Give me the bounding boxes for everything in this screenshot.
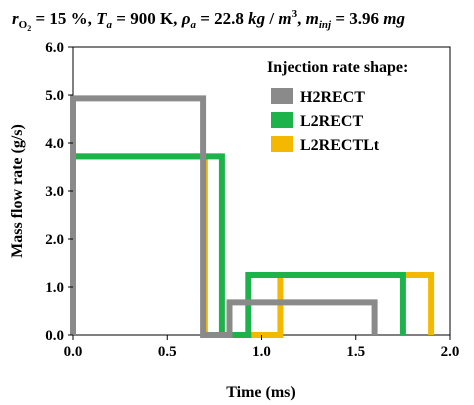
series-layer: [70, 95, 435, 338]
y-tick-label: 5.0: [45, 88, 64, 104]
x-axis-label: Time (ms): [226, 384, 295, 401]
y-tick-label: 0.0: [45, 328, 64, 344]
legend: Injection rate shape: H2RECT L2RECT L2RECT…: [267, 59, 408, 154]
y-tick-label: 6.0: [45, 40, 64, 56]
legend-swatch-l2rect: [271, 112, 293, 128]
plot-frame: [72, 46, 451, 336]
x-tick-label: 1.0: [252, 344, 271, 360]
x-tick-label: 0.0: [64, 344, 83, 360]
y-tick-label: 2.0: [45, 232, 64, 248]
legend-label-l2rectlt: L2RECTLt: [300, 137, 380, 154]
series-line-h2rect: [70, 95, 378, 338]
legend-swatch-h2rect: [271, 88, 293, 104]
x-tick-label: 2.0: [441, 344, 460, 360]
y-tick-label: 4.0: [45, 136, 64, 152]
y-axis-label: Mass flow rate (g/s): [9, 124, 26, 258]
x-tick-label: 0.5: [158, 344, 177, 360]
ticks-layer: 0.0 0.5 1.0 1.5 2.0 0.0 1.0 2.0 3.0 4.0 5.0 6.0: [45, 40, 459, 360]
series-line-l2rect: [70, 153, 406, 338]
legend-swatch-l2rectlt: [271, 136, 293, 152]
y-tick-label: 1.0: [45, 280, 64, 296]
legend-title: Injection rate shape:: [267, 59, 408, 76]
y-tick-label: 3.0: [45, 184, 64, 200]
chart-title: rO2 = 15 %, Ta = 900 K, ρa = 22.8 kg / m…: [12, 8, 405, 33]
legend-label-h2rect: H2RECT: [300, 89, 365, 106]
legend-label-l2rect: L2RECT: [300, 113, 363, 130]
x-tick-label: 1.5: [346, 344, 365, 360]
legend-items: H2RECT L2RECT L2RECTLt: [271, 88, 380, 154]
